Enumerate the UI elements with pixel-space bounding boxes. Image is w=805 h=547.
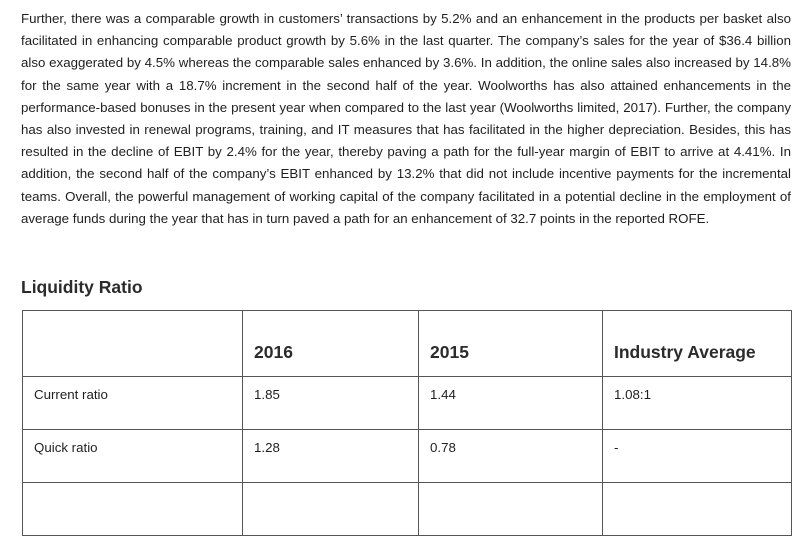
empty-cell	[22, 482, 243, 536]
header-cell-blank	[22, 310, 243, 377]
table-row-quick-ratio: Quick ratio 1.28 0.78 -	[22, 429, 792, 483]
table-header-row: 2016 2015 Industry Average	[22, 310, 792, 377]
value-cell-2016: 1.85	[242, 376, 419, 430]
table-row-current-ratio: Current ratio 1.85 1.44 1.08:1	[22, 376, 792, 430]
liquidity-ratio-table: 2016 2015 Industry Average Current ratio…	[22, 310, 792, 536]
empty-cell	[242, 482, 419, 536]
empty-cell	[418, 482, 603, 536]
header-cell-2016: 2016	[242, 310, 419, 377]
body-paragraph: Further, there was a comparable growth i…	[21, 11, 791, 226]
header-cell-2015: 2015	[418, 310, 603, 377]
value-cell-2015: 0.78	[418, 429, 603, 483]
table-row-empty	[22, 482, 792, 536]
value-cell-industry-average: 1.08:1	[602, 376, 792, 430]
empty-cell	[602, 482, 792, 536]
value-cell-industry-average: -	[602, 429, 792, 483]
section-heading: Liquidity Ratio	[21, 277, 143, 297]
row-label-cell: Current ratio	[22, 376, 243, 430]
value-cell-2015: 1.44	[418, 376, 603, 430]
header-cell-industry-average: Industry Average	[602, 310, 792, 377]
row-label-cell: Quick ratio	[22, 429, 243, 483]
value-cell-2016: 1.28	[242, 429, 419, 483]
